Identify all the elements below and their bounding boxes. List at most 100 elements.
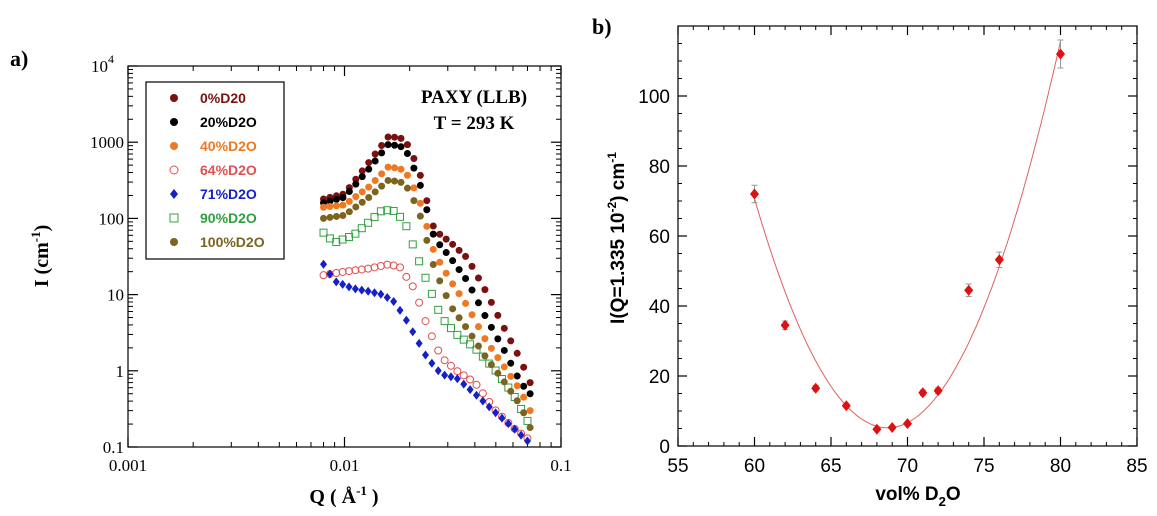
data-point xyxy=(358,285,366,295)
data-point xyxy=(429,230,437,238)
data-point xyxy=(429,222,437,230)
data-point xyxy=(526,379,534,387)
data-point xyxy=(332,269,341,278)
data-point xyxy=(376,207,385,216)
panel-a-legend: 0%D20 20%D2O 40%D2O 64%D2O 71%D2O 90%D2O 100%D… xyxy=(145,81,285,260)
data-point xyxy=(453,367,462,376)
data-point xyxy=(492,408,500,418)
data-point xyxy=(351,266,360,275)
series-3 xyxy=(320,163,534,415)
y-tick-label: 1 xyxy=(116,362,125,381)
data-point xyxy=(513,372,521,380)
data-point xyxy=(351,229,360,238)
temperature-annotation: T = 293 K xyxy=(434,113,515,134)
data-point xyxy=(494,335,502,343)
data-point xyxy=(390,297,398,307)
data-point xyxy=(994,254,1004,266)
data-point xyxy=(389,206,398,215)
data-point xyxy=(436,230,444,238)
data-point xyxy=(933,385,943,397)
data-point xyxy=(345,267,354,276)
data-point xyxy=(526,424,534,432)
y-tick-label: 0 xyxy=(659,437,670,458)
data-point xyxy=(409,327,417,337)
data-point xyxy=(918,387,928,399)
data-point xyxy=(513,349,521,357)
data-point-group xyxy=(933,385,943,397)
data-point xyxy=(466,375,475,384)
data-point xyxy=(453,374,461,384)
data-point-group xyxy=(780,319,790,331)
data-point xyxy=(449,280,457,288)
legend-label: 20%D2O xyxy=(200,114,257,130)
data-point xyxy=(320,203,328,211)
data-point xyxy=(500,324,508,332)
data-point xyxy=(504,419,512,429)
legend-marker xyxy=(169,213,179,223)
data-point xyxy=(442,235,450,243)
data-point xyxy=(319,271,328,280)
data-point xyxy=(468,311,476,319)
x-tick-label: 65 xyxy=(820,456,841,477)
data-point xyxy=(494,354,502,362)
legend-label: 0%D20 xyxy=(200,90,246,106)
data-point xyxy=(415,338,423,348)
data-point xyxy=(358,188,366,196)
data-point xyxy=(365,183,373,191)
data-point xyxy=(455,290,463,298)
data-point xyxy=(440,317,449,326)
data-point xyxy=(357,265,366,274)
data-point xyxy=(427,289,436,298)
fit-curve xyxy=(754,41,1061,429)
data-point xyxy=(416,171,424,179)
y-tick-label: 20 xyxy=(649,367,670,388)
data-point xyxy=(964,284,974,296)
data-point xyxy=(447,372,455,382)
legend-box xyxy=(145,81,285,260)
legend-marker xyxy=(169,165,179,175)
data-point xyxy=(397,143,405,151)
data-point xyxy=(472,390,480,400)
data-point xyxy=(459,335,468,344)
series-5 xyxy=(320,259,531,446)
data-point xyxy=(378,182,386,190)
data-point xyxy=(455,246,463,254)
data-point xyxy=(383,260,392,269)
data-point xyxy=(513,382,521,390)
data-point xyxy=(378,149,386,157)
y-tick-label: 0.1 xyxy=(103,438,124,457)
panel-b-ticks: 55 60 65 70 75 80 85 0 20 40 60 80 100 xyxy=(638,25,1148,477)
data-point xyxy=(750,188,759,200)
data-point xyxy=(383,293,391,303)
data-point xyxy=(442,292,450,300)
data-point xyxy=(460,379,468,389)
data-point xyxy=(449,257,457,265)
data-point xyxy=(326,203,334,211)
data-point xyxy=(468,286,476,294)
data-point xyxy=(365,193,373,201)
panel-b-label: b) xyxy=(592,14,612,39)
data-point xyxy=(436,277,444,285)
data-point xyxy=(402,315,410,325)
panel-a: a) 0.001 0.01 0.1 0.1 1 10 100 1000 104 PAXY (LL… xyxy=(10,46,572,508)
data-point xyxy=(371,188,379,196)
data-point xyxy=(1056,48,1065,60)
data-point xyxy=(332,238,341,247)
data-point xyxy=(841,400,851,412)
data-point xyxy=(428,358,436,368)
panel-b: b) 55 60 65 70 75 80 85 0 20 40 60 80 100 vol% D2O I… xyxy=(592,14,1148,509)
data-point xyxy=(391,133,399,141)
panel-b-x-axis-label: vol% D2O xyxy=(875,484,960,509)
data-point xyxy=(481,286,489,294)
data-point xyxy=(500,346,508,354)
data-point xyxy=(472,380,481,389)
x-tick-label: 0.01 xyxy=(330,456,360,475)
data-point xyxy=(440,356,449,365)
data-point xyxy=(410,164,418,172)
data-point xyxy=(391,164,399,172)
data-point xyxy=(345,282,353,292)
data-point xyxy=(397,134,405,142)
data-point xyxy=(364,286,372,296)
data-point xyxy=(358,198,366,206)
